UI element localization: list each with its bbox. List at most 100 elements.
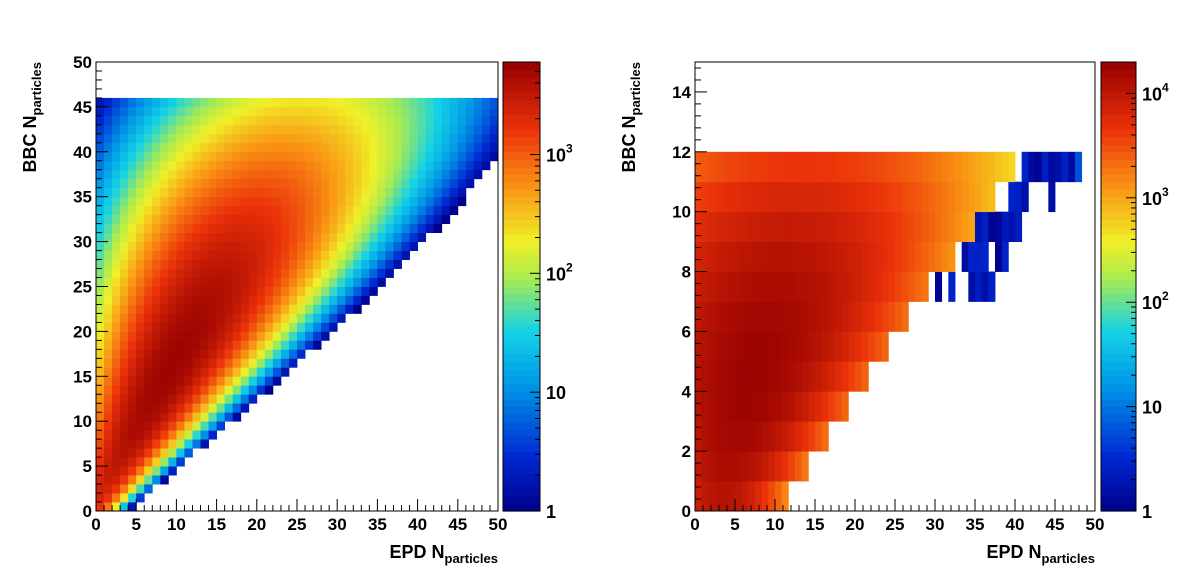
heatmap-cell bbox=[841, 391, 849, 422]
color-scale-segment bbox=[1101, 428, 1136, 437]
heatmap-cell bbox=[104, 277, 113, 287]
heatmap-cell bbox=[176, 376, 185, 386]
heatmap-cell bbox=[104, 259, 113, 269]
heatmap-cell bbox=[841, 241, 849, 272]
heatmap-cell bbox=[144, 124, 153, 135]
heatmap-cell bbox=[735, 241, 743, 272]
heatmap-cell bbox=[755, 181, 763, 213]
heatmap-cell bbox=[96, 232, 105, 242]
heatmap-cell bbox=[369, 241, 378, 251]
heatmap-cell bbox=[345, 250, 354, 260]
heatmap-cell bbox=[297, 304, 306, 314]
heatmap-cell bbox=[385, 142, 394, 153]
heatmap-cell bbox=[728, 481, 736, 512]
x-axis-ticks: 0 5 10 15 20 25 30 35 40 45 50 bbox=[690, 499, 1104, 534]
heatmap-cell bbox=[393, 160, 402, 171]
heatmap-cell bbox=[441, 133, 451, 144]
heatmap-cell bbox=[329, 106, 338, 117]
heatmap-cell bbox=[240, 295, 250, 305]
heatmap-cell bbox=[457, 115, 467, 126]
heatmap-cell bbox=[715, 271, 723, 302]
heatmap-cell bbox=[128, 169, 137, 180]
heatmap-cell bbox=[915, 151, 923, 183]
heatmap-cell bbox=[208, 412, 217, 422]
color-scale-segment bbox=[503, 144, 540, 153]
color-scale-segment bbox=[1101, 346, 1136, 355]
heatmap-cell bbox=[801, 241, 809, 272]
color-scale-tick-label: 104 bbox=[1142, 80, 1169, 104]
heatmap-cell bbox=[297, 322, 306, 332]
heatmap-cell bbox=[184, 331, 193, 341]
heatmap-cell bbox=[192, 187, 201, 198]
heatmap-cell bbox=[417, 196, 427, 207]
color-scale-segment bbox=[1101, 308, 1136, 318]
heatmap-cell bbox=[216, 286, 226, 296]
heatmap-cell bbox=[272, 259, 282, 269]
heatmap-cell bbox=[305, 160, 314, 171]
color-scale-tick-base: 10 bbox=[546, 264, 566, 284]
heatmap-cell bbox=[321, 232, 330, 242]
heatmap-cell bbox=[152, 151, 161, 162]
heatmap-cell bbox=[377, 232, 386, 242]
color-scale-segment bbox=[1101, 496, 1136, 505]
heatmap-cell bbox=[433, 160, 443, 171]
color-scale-bar bbox=[502, 61, 541, 512]
color-scale-segment bbox=[503, 189, 540, 198]
heatmap-cell bbox=[144, 412, 153, 422]
heatmap-cell bbox=[168, 142, 177, 153]
x-tick-label: 45 bbox=[1046, 515, 1065, 534]
heatmap-cell bbox=[901, 241, 909, 272]
heatmap-cell bbox=[200, 232, 209, 242]
heatmap-cell bbox=[144, 214, 153, 225]
y-axis-title-main: BBC N bbox=[20, 115, 40, 172]
heatmap-cell bbox=[112, 376, 121, 386]
heatmap-cell bbox=[861, 361, 869, 392]
heatmap-cell bbox=[841, 211, 849, 242]
heatmap-cell bbox=[216, 106, 226, 117]
heatmap-cell bbox=[695, 451, 703, 482]
heatmap-cell bbox=[321, 187, 330, 198]
heatmap-cell bbox=[272, 367, 282, 377]
heatmap-cell bbox=[280, 142, 290, 153]
heatmap-cell bbox=[152, 196, 161, 207]
heatmap-cell bbox=[329, 169, 338, 180]
heatmap-cell bbox=[280, 160, 290, 171]
heatmap-cell bbox=[152, 115, 161, 126]
heatmap-cell bbox=[104, 115, 113, 126]
heatmap-cell bbox=[184, 340, 193, 350]
heatmap-cell bbox=[176, 115, 185, 126]
heatmap-cell bbox=[449, 169, 459, 180]
heatmap-cell bbox=[735, 211, 743, 242]
heatmap-cell bbox=[248, 142, 258, 153]
heatmap-cell bbox=[361, 295, 370, 305]
heatmap-cell bbox=[417, 223, 427, 234]
heatmap-cell bbox=[353, 241, 362, 251]
heatmap-cell bbox=[112, 178, 121, 189]
heatmap-cell bbox=[755, 481, 763, 512]
heatmap-cell bbox=[728, 421, 736, 452]
heatmap-cell bbox=[449, 133, 459, 144]
heatmap-cell bbox=[136, 133, 145, 144]
heatmap-cell bbox=[160, 331, 169, 341]
heatmap-cell bbox=[748, 211, 756, 242]
color-scale-tick-label: 1 bbox=[1142, 502, 1152, 522]
heatmap-cell bbox=[184, 322, 193, 332]
heatmap-cell bbox=[795, 301, 803, 332]
heatmap-cell bbox=[768, 151, 776, 183]
heatmap-cell bbox=[208, 367, 217, 377]
heatmap-cell bbox=[297, 223, 306, 234]
heatmap-cell bbox=[168, 160, 177, 171]
heatmap-cell bbox=[120, 349, 129, 359]
heatmap-cell bbox=[741, 361, 749, 392]
color-scale-tick-base: 10 bbox=[546, 145, 566, 165]
heatmap-cell bbox=[385, 97, 394, 108]
heatmap-cell bbox=[868, 271, 876, 302]
heatmap-cell bbox=[828, 301, 836, 332]
heatmap-cell bbox=[104, 403, 113, 413]
heatmap-cell bbox=[337, 169, 346, 180]
heatmap-cell bbox=[848, 271, 856, 302]
heatmap-cell bbox=[216, 304, 226, 314]
heatmap-cell bbox=[345, 169, 354, 180]
heatmap-cell bbox=[741, 301, 749, 332]
